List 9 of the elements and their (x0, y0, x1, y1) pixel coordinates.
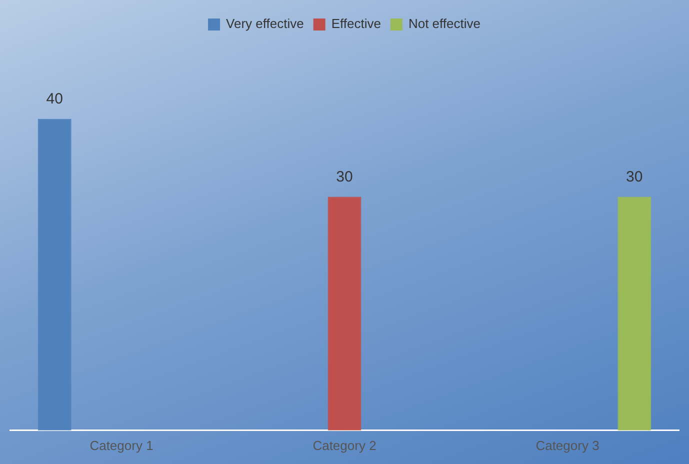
legend-label: Effective (331, 16, 381, 32)
x-tick-label: Category 3 (536, 438, 600, 453)
data-label: 30 (336, 168, 353, 186)
data-label: 40 (46, 90, 63, 108)
x-tick-label: Category 1 (90, 438, 154, 453)
legend-label: Very effective (226, 16, 304, 32)
data-label: 30 (626, 168, 643, 186)
x-tick-label: Category 2 (312, 438, 376, 453)
legend-label: Not effective (408, 16, 480, 32)
